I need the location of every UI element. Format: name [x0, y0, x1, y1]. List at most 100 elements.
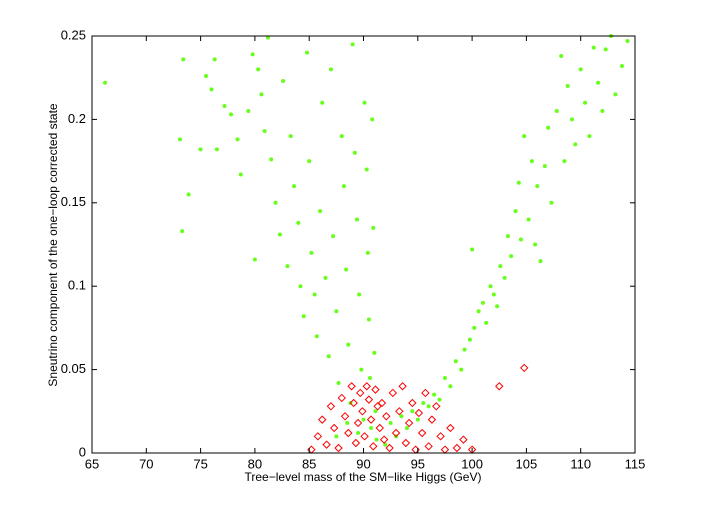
- data-point: [362, 100, 367, 105]
- data-point: [600, 109, 605, 114]
- data-point: [459, 367, 464, 372]
- data-point: [181, 57, 186, 62]
- data-point: [259, 92, 264, 97]
- data-point: [385, 443, 394, 453]
- data-point: [388, 420, 393, 425]
- data-point: [238, 172, 243, 177]
- data-point: [322, 440, 331, 449]
- data-point: [395, 407, 404, 416]
- data-point: [344, 428, 353, 438]
- data-point: [427, 415, 437, 424]
- data-point: [103, 80, 108, 85]
- data-point: [281, 79, 286, 84]
- data-point: [538, 259, 543, 264]
- data-point: [370, 117, 375, 122]
- data-point: [365, 250, 370, 255]
- data-point: [312, 292, 317, 297]
- data-point: [516, 180, 521, 185]
- data-point: [371, 385, 380, 394]
- data-point: [498, 264, 503, 269]
- data-point: [562, 159, 567, 164]
- data-point: [350, 42, 355, 47]
- data-point: [415, 417, 420, 422]
- data-point: [328, 67, 333, 72]
- data-point: [509, 254, 514, 259]
- data-point: [340, 412, 350, 421]
- data-point: [613, 92, 618, 97]
- data-point: [374, 437, 379, 442]
- data-point: [356, 430, 361, 435]
- data-point: [578, 67, 583, 72]
- data-point: [432, 392, 437, 397]
- data-point: [362, 382, 371, 391]
- data-point: [336, 380, 341, 385]
- data-point: [379, 435, 389, 444]
- data-point: [345, 420, 350, 425]
- data-point: [399, 414, 404, 419]
- data-point: [214, 147, 219, 152]
- data-point: [361, 417, 366, 422]
- data-point: [573, 142, 578, 147]
- data-point: [356, 388, 365, 398]
- data-point: [583, 100, 588, 105]
- data-point: [488, 284, 493, 289]
- data-point: [619, 64, 624, 69]
- data-point: [314, 334, 319, 339]
- x-tick-label: 90: [356, 456, 370, 471]
- data-point: [432, 402, 441, 411]
- data-point: [334, 434, 339, 439]
- data-point: [318, 415, 327, 424]
- x-tick-label: 115: [625, 456, 646, 471]
- data-point: [495, 382, 504, 391]
- data-point: [246, 109, 251, 114]
- y-tick-label: 0.1: [68, 278, 86, 293]
- data-point: [495, 304, 500, 309]
- data-point: [298, 284, 303, 289]
- data-point: [491, 292, 496, 297]
- data-point: [252, 257, 257, 262]
- data-point: [502, 275, 507, 280]
- data-point: [452, 443, 462, 453]
- data-point: [250, 52, 255, 57]
- data-point: [344, 267, 349, 272]
- data-point: [472, 325, 477, 330]
- data-point: [277, 232, 282, 237]
- data-point: [476, 309, 481, 314]
- data-point: [401, 438, 411, 448]
- data-point: [542, 164, 547, 169]
- data-point: [326, 402, 336, 411]
- data-point: [346, 342, 351, 347]
- data-point: [470, 247, 475, 252]
- data-point: [364, 167, 369, 172]
- data-point: [404, 418, 414, 428]
- y-tick-label: 0: [79, 444, 86, 459]
- data-point: [448, 384, 453, 389]
- x-tick-label: 65: [85, 456, 99, 471]
- data-point: [369, 442, 378, 451]
- data-point: [437, 397, 442, 402]
- data-point: [513, 209, 518, 214]
- data-point: [467, 337, 472, 342]
- data-point: [373, 409, 378, 414]
- data-point: [366, 317, 371, 322]
- data-point: [334, 309, 339, 314]
- data-point: [546, 125, 551, 130]
- data-point: [318, 209, 323, 214]
- data-point: [186, 192, 191, 197]
- data-point: [421, 388, 430, 398]
- data-point: [410, 409, 415, 414]
- data-point: [382, 412, 391, 421]
- data-point: [391, 428, 401, 438]
- data-point: [559, 54, 564, 59]
- data-point: [353, 418, 363, 428]
- data-point: [518, 237, 523, 242]
- x-tick-label: 105: [516, 456, 538, 471]
- y-axis-label: Sneutrino component of the one−loop corr…: [46, 103, 60, 387]
- data-point: [388, 388, 398, 398]
- data-point: [198, 147, 203, 152]
- data-point: [360, 432, 369, 441]
- data-point: [320, 100, 325, 105]
- data-point: [341, 184, 346, 189]
